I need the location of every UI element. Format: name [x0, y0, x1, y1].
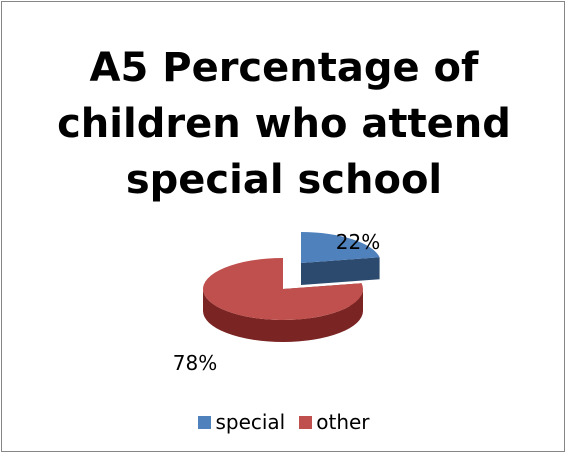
legend-label-other: other [316, 410, 370, 434]
legend-swatch-special [198, 415, 212, 429]
data-label-special: 22% [336, 230, 380, 254]
legend-label-special: special [215, 410, 286, 434]
chart-title: A5 Percentage of children who attend spe… [57, 45, 511, 203]
legend-entry-other: other [299, 410, 370, 434]
data-label-other: 78% [173, 351, 217, 375]
pie-wall-special [301, 232, 380, 285]
pie-slice-special [301, 232, 380, 263]
legend: special other [2, 410, 566, 434]
pie-side-other [203, 289, 363, 342]
legend-entry-special: special [198, 410, 285, 434]
pie-slice-other [202, 258, 363, 320]
legend-swatch-other [299, 415, 313, 429]
